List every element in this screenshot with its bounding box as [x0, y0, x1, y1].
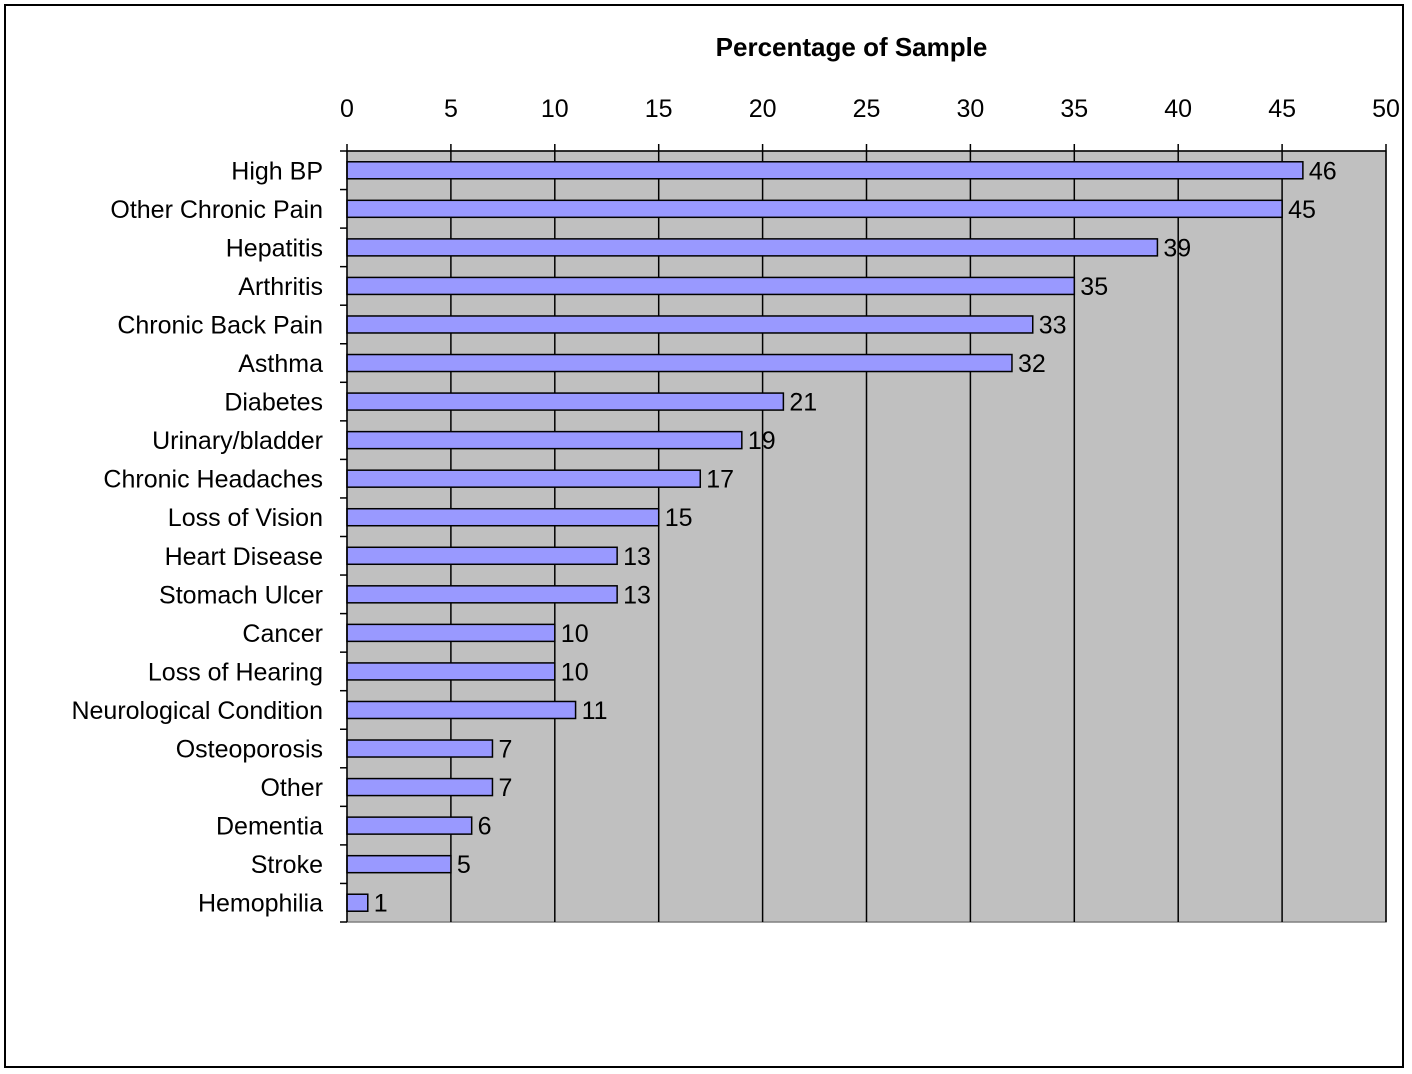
- data-label: 17: [706, 466, 734, 494]
- data-label: 32: [1018, 350, 1046, 378]
- data-label: 1: [374, 890, 388, 918]
- data-label: 45: [1288, 196, 1316, 224]
- category-label: Diabetes: [224, 389, 323, 417]
- data-label: 6: [478, 813, 492, 841]
- category-label: Hepatitis: [226, 234, 323, 262]
- x-tick-label: 20: [749, 95, 777, 123]
- bar: [346, 546, 618, 566]
- bar: [346, 816, 473, 835]
- category-label: Chronic Back Pain: [117, 311, 323, 339]
- bar: [346, 315, 1034, 334]
- x-tick-label: 15: [645, 95, 673, 123]
- bar: [346, 623, 556, 643]
- data-label: 10: [561, 620, 589, 648]
- bar: [346, 854, 452, 874]
- data-label: 35: [1080, 273, 1108, 301]
- category-label: Other Chronic Pain: [110, 196, 323, 224]
- data-label: 10: [561, 658, 589, 686]
- x-tick-label: 5: [444, 95, 458, 123]
- data-label: 39: [1163, 234, 1191, 262]
- x-tick-label: 40: [1164, 95, 1192, 123]
- data-label: 7: [498, 774, 512, 802]
- y-axis: [340, 150, 348, 923]
- data-label: 19: [748, 427, 776, 455]
- data-label: 13: [623, 581, 651, 609]
- x-tick-label: 50: [1372, 95, 1400, 123]
- data-label: 21: [789, 389, 817, 417]
- bar: [346, 238, 1159, 257]
- bar: [346, 739, 494, 758]
- chart-title: Percentage of Sample: [716, 32, 988, 62]
- bar: [346, 777, 494, 797]
- category-label: Neurological Condition: [71, 697, 323, 725]
- data-label: 15: [665, 504, 693, 532]
- category-label: Urinary/bladder: [152, 427, 323, 455]
- category-label: High BP: [231, 157, 323, 185]
- category-label: Arthritis: [238, 273, 323, 301]
- x-tick-label: 25: [853, 95, 881, 123]
- bar: [346, 585, 618, 604]
- data-label: 7: [498, 736, 512, 764]
- category-labels: High BP Other Chronic Pain Hepatitis Arthri…: [71, 157, 323, 917]
- category-label: Cancer: [242, 620, 323, 648]
- category-label: Loss of Hearing: [148, 658, 323, 686]
- category-label: Osteoporosis: [176, 736, 323, 764]
- data-label: 46: [1309, 157, 1337, 185]
- x-axis-ticks: 0 5 10 15 20 25 30 35 40 45 50: [340, 95, 1400, 152]
- bar: [346, 507, 660, 527]
- bar: [346, 161, 1304, 180]
- bar: [346, 430, 743, 450]
- bar: [346, 276, 1076, 296]
- category-label: Loss of Vision: [168, 504, 323, 532]
- bar: [346, 662, 556, 681]
- category-label: Stomach Ulcer: [159, 581, 323, 609]
- category-label: Hemophilia: [198, 890, 323, 918]
- x-tick-label: 30: [956, 95, 984, 123]
- bar: [346, 469, 702, 488]
- category-label: Chronic Headaches: [103, 466, 323, 494]
- data-label: 5: [457, 851, 471, 879]
- bar: [346, 353, 1013, 373]
- category-label: Stroke: [251, 851, 323, 879]
- category-label: Other: [260, 774, 323, 802]
- bar: [346, 893, 369, 912]
- data-label: 33: [1039, 311, 1067, 339]
- x-tick-label: 0: [340, 95, 354, 123]
- category-label: Asthma: [238, 350, 323, 378]
- x-tick-label: 45: [1268, 95, 1296, 123]
- x-tick-label: 10: [541, 95, 569, 123]
- category-label: Heart Disease: [165, 543, 323, 571]
- x-tick-label: 35: [1060, 95, 1088, 123]
- category-label: Dementia: [216, 813, 323, 841]
- bar: [346, 392, 785, 411]
- bar: [346, 700, 577, 720]
- data-label: 13: [623, 543, 651, 571]
- bar: [346, 199, 1283, 219]
- data-label: 11: [582, 697, 608, 725]
